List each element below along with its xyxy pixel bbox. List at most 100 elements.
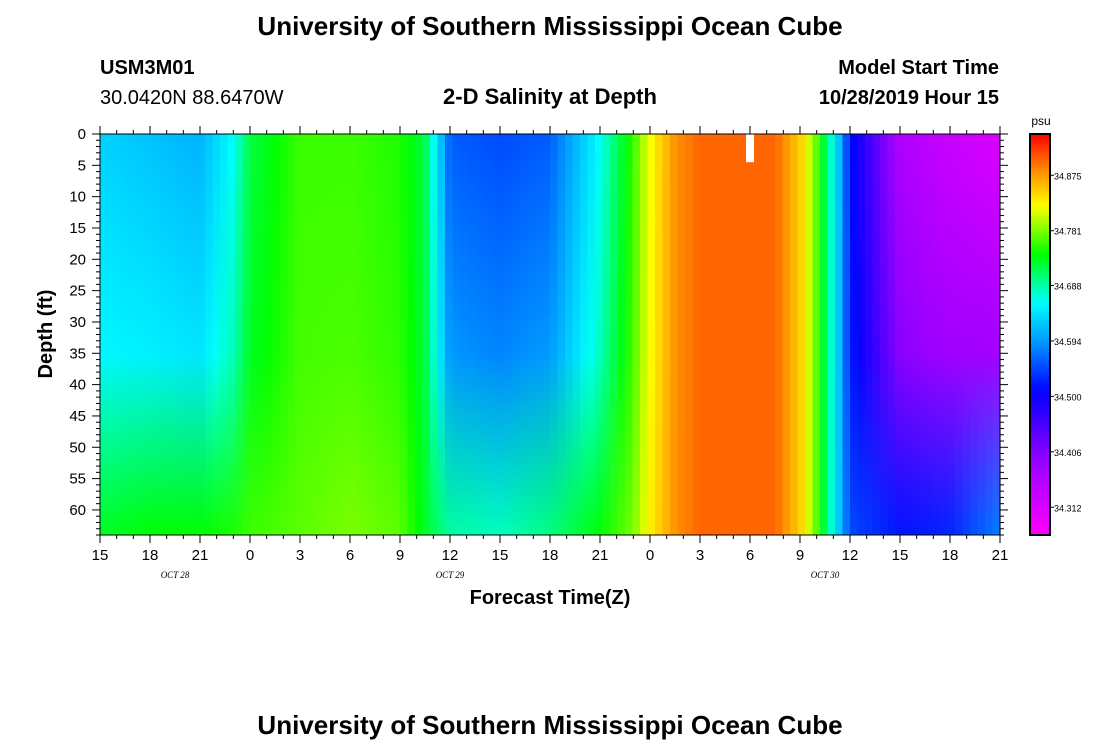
heatmap-cell — [767, 134, 776, 535]
heatmap-cell — [550, 134, 559, 535]
heatmap-cell — [587, 134, 596, 535]
heatmap-cell — [167, 134, 176, 535]
y-tick-label: 25 — [69, 283, 86, 300]
heatmap-cell — [880, 134, 889, 535]
heatmap-cell — [460, 134, 469, 535]
y-tick-label: 30 — [69, 314, 86, 331]
heatmap-cell — [272, 134, 281, 535]
y-tick-label: 15 — [69, 220, 86, 237]
heatmap-cell — [370, 134, 379, 535]
x-tick-label: 18 — [942, 547, 959, 564]
y-tick-label: 35 — [69, 345, 86, 362]
x-tick-label: 15 — [92, 547, 109, 564]
plot-title: 2-D Salinity at Depth — [443, 84, 657, 109]
heatmap-cell — [295, 134, 304, 535]
heatmap-cell — [827, 134, 836, 535]
heatmap-cell — [745, 134, 754, 535]
colorbar-tick-label: 34.500 — [1054, 392, 1082, 402]
station-id: USM3M01 — [100, 57, 194, 79]
model-start-label: Model Start Time — [838, 57, 999, 79]
colorbar-tick-label: 34.594 — [1054, 337, 1082, 347]
heatmap-cell — [107, 134, 116, 535]
heatmap-cell — [115, 134, 124, 535]
heatmap-cell — [805, 134, 814, 535]
heatmap-cell — [175, 134, 184, 535]
date-label: OCT 29 — [436, 570, 465, 580]
heatmap-cell — [212, 134, 221, 535]
heatmap-cell — [145, 134, 154, 535]
heatmap-cell — [895, 134, 904, 535]
colorbar-tick-label: 34.406 — [1054, 448, 1082, 458]
heatmap-cell — [182, 134, 191, 535]
x-tick-label: 15 — [492, 547, 509, 564]
heatmap-cell — [760, 134, 769, 535]
heatmap-cell — [820, 134, 829, 535]
colorbar: 34.312 34.406 34.500 34.594 34.688 34.781 34.8… — [1029, 133, 1082, 536]
heatmap-cell — [730, 134, 739, 535]
heatmap-cell — [865, 134, 874, 535]
heatmap-cell — [340, 134, 349, 535]
heatmap-cell — [130, 134, 139, 535]
x-tick-label: 9 — [396, 547, 404, 564]
heatmap-cell — [602, 134, 611, 535]
x-tick-label: 21 — [592, 547, 609, 564]
current-time-marker-group — [746, 134, 754, 163]
heatmap-cell — [850, 134, 859, 535]
x-tick-label: 6 — [746, 547, 754, 564]
x-tick-label: 0 — [646, 547, 654, 564]
current-time-marker — [746, 134, 754, 163]
heatmap-cell — [482, 134, 491, 535]
heatmap-cell — [610, 134, 619, 535]
heatmap-cell — [557, 134, 566, 535]
heatmap-cell — [910, 134, 919, 535]
x-axis-title: Forecast Time(Z) — [470, 587, 631, 609]
heatmap-cell — [287, 134, 296, 535]
heatmap-cell — [407, 134, 416, 535]
heatmap-cell — [790, 134, 799, 535]
heatmap-cell — [467, 134, 476, 535]
heatmap-cell — [527, 134, 536, 535]
colorbar-tick-label: 34.312 — [1054, 503, 1082, 513]
heatmap-cell — [700, 134, 709, 535]
heatmap-cell — [137, 134, 146, 535]
y-axis: 0 5 10 15 20 25 30 35 40 45 50 55 60 — [69, 126, 1008, 536]
colorbar-gradient — [1029, 133, 1051, 536]
heatmap-cell — [100, 134, 109, 535]
heatmap-cell — [227, 134, 236, 535]
heatmap-cell — [400, 134, 409, 535]
heatmap-cell — [377, 134, 386, 535]
y-tick-label: 55 — [69, 471, 86, 488]
heatmap-cell — [572, 134, 581, 535]
colorbar-unit: psu — [1031, 114, 1050, 128]
heatmap-cell — [310, 134, 319, 535]
heatmap-cell — [512, 134, 521, 535]
heatmap-cell — [497, 134, 506, 535]
station-coords: 30.0420N 88.6470W — [100, 87, 284, 109]
heatmap-cell — [640, 134, 649, 535]
heatmap-cell — [452, 134, 461, 535]
heatmap-cell — [692, 134, 701, 535]
heatmap-cell — [835, 134, 844, 535]
heatmap-cell — [190, 134, 199, 535]
heatmap-cell — [842, 134, 851, 535]
heatmap-cell — [722, 134, 731, 535]
heatmap-cell — [152, 134, 161, 535]
heatmap-cell — [715, 134, 724, 535]
y-tick-label: 5 — [78, 157, 86, 174]
heatmap-cell — [535, 134, 544, 535]
x-tick-label: 12 — [442, 547, 459, 564]
heatmap-cell — [197, 134, 206, 535]
heatmap-cell — [542, 134, 551, 535]
y-tick-label: 50 — [69, 439, 86, 456]
heatmap-cell — [422, 134, 431, 535]
x-tick-label: 18 — [142, 547, 159, 564]
heatmap-cell — [685, 134, 694, 535]
heatmap-cell — [362, 134, 371, 535]
heatmap-cell — [872, 134, 881, 535]
model-start-value: 10/28/2019 Hour 15 — [819, 87, 999, 109]
heatmap-cell — [940, 134, 949, 535]
heatmap-cell — [670, 134, 679, 535]
date-label: OCT 28 — [161, 570, 190, 580]
y-tick-label: 20 — [69, 251, 86, 268]
